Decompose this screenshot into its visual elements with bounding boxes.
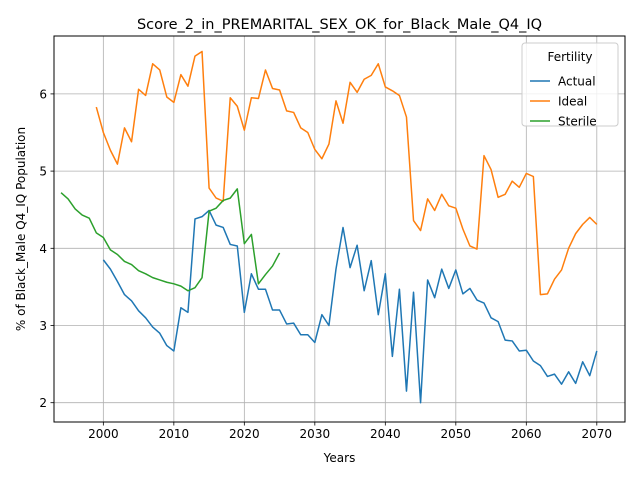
x-tick-label: 2060: [511, 427, 542, 441]
x-axis-label: Years: [323, 451, 356, 465]
legend-box: [521, 42, 619, 127]
y-axis: 2 3 4 5 6: [39, 87, 54, 410]
series-line-sterile: [60, 188, 281, 292]
y-axis-label: % of Black_Male Q4_IQ Population: [14, 127, 28, 331]
x-tick-label: 2070: [582, 427, 613, 441]
legend-label-sterile: Sterile: [558, 115, 597, 129]
x-tick-label: 2030: [300, 427, 331, 441]
legend-items: Actual Ideal Sterile: [530, 75, 597, 129]
legend-label-actual: Actual: [558, 75, 596, 89]
x-tick-label: 2020: [229, 427, 260, 441]
x-tick-label: 2040: [370, 427, 401, 441]
x-axis: 2000 2010 2020 2030 2040 2050 2060 2070: [88, 422, 612, 441]
legend: Fertility Actual Ideal Sterile: [521, 42, 619, 129]
y-tick-label: 4: [39, 242, 47, 256]
chart-title: Score_2_in_PREMARITAL_SEX_OK_for_Black_M…: [137, 17, 542, 33]
y-tick-label: 2: [39, 396, 47, 410]
series-lines: [60, 50, 598, 404]
y-tick-label: 5: [39, 165, 47, 179]
legend-label-ideal: Ideal: [558, 95, 587, 109]
x-tick-label: 2000: [88, 427, 119, 441]
legend-title: Fertility: [547, 50, 592, 64]
x-tick-label: 2010: [159, 427, 190, 441]
series-line-ideal: [95, 50, 598, 296]
plot-frame: [53, 35, 626, 423]
y-tick-label: 3: [39, 319, 47, 333]
x-tick-label: 2050: [441, 427, 472, 441]
y-tick-label: 6: [39, 87, 47, 101]
series-line-actual: [102, 209, 598, 404]
